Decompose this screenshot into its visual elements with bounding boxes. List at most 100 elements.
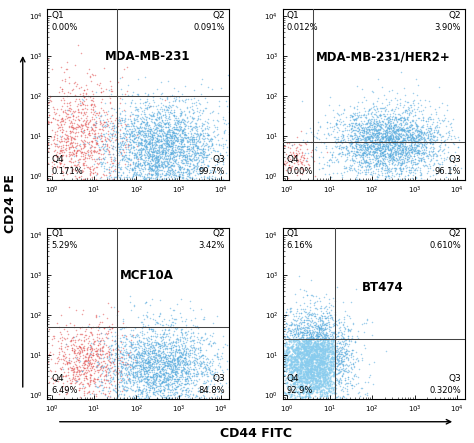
Point: [378, 137, 386, 144]
Point: [94, 366, 101, 373]
Point: [190, 369, 198, 376]
Point: [188, 132, 195, 140]
Point: [148, 170, 155, 177]
Point: [299, 324, 307, 331]
Point: [316, 314, 323, 321]
Point: [351, 152, 358, 159]
Point: [82, 118, 90, 125]
Point: [333, 352, 340, 359]
Point: [183, 360, 191, 367]
Point: [374, 152, 382, 159]
Point: [379, 133, 386, 140]
Point: [346, 127, 353, 134]
Point: [325, 310, 333, 317]
Point: [134, 340, 141, 347]
Point: [325, 162, 333, 169]
Point: [362, 146, 369, 153]
Point: [80, 155, 88, 163]
Point: [116, 354, 124, 361]
Point: [180, 396, 188, 403]
Point: [306, 348, 313, 355]
Point: [118, 382, 126, 389]
Point: [143, 120, 150, 128]
Point: [219, 197, 226, 204]
Point: [405, 167, 413, 174]
Point: [83, 358, 91, 365]
Point: [179, 159, 186, 167]
Point: [353, 145, 360, 152]
Point: [323, 315, 330, 322]
Point: [78, 310, 86, 317]
Point: [302, 351, 310, 358]
Point: [95, 325, 103, 332]
Point: [363, 146, 371, 153]
Point: [319, 343, 327, 350]
Point: [293, 338, 301, 346]
Point: [90, 160, 97, 167]
Point: [301, 343, 309, 350]
Point: [413, 127, 421, 134]
Point: [159, 135, 167, 142]
Point: [93, 358, 101, 365]
Point: [74, 182, 82, 189]
Point: [388, 136, 396, 143]
Point: [132, 361, 140, 369]
Point: [155, 161, 162, 168]
Point: [307, 333, 314, 340]
Point: [140, 106, 147, 113]
Point: [190, 136, 198, 144]
Point: [325, 375, 332, 382]
Point: [183, 146, 191, 153]
Text: 92.9%: 92.9%: [287, 386, 313, 395]
Point: [147, 373, 155, 381]
Point: [169, 368, 177, 375]
Point: [149, 346, 157, 354]
Point: [144, 360, 151, 367]
Point: [329, 330, 337, 337]
Point: [119, 385, 127, 392]
Point: [164, 96, 171, 103]
Point: [344, 391, 351, 398]
Point: [149, 135, 156, 142]
Point: [435, 130, 443, 137]
Point: [148, 356, 156, 363]
Point: [303, 352, 311, 359]
Point: [397, 176, 404, 183]
Point: [412, 174, 420, 181]
Point: [133, 219, 141, 226]
Point: [279, 346, 286, 353]
Point: [179, 180, 187, 187]
Point: [178, 174, 186, 181]
Point: [305, 326, 312, 334]
Point: [149, 365, 157, 373]
Point: [66, 158, 74, 165]
Point: [162, 148, 170, 155]
Point: [196, 353, 204, 360]
Point: [287, 391, 295, 398]
Point: [117, 117, 124, 124]
Point: [351, 123, 359, 130]
Point: [426, 128, 433, 135]
Point: [310, 330, 317, 338]
Point: [114, 123, 122, 130]
Point: [298, 161, 305, 168]
Point: [147, 136, 155, 143]
Point: [338, 337, 346, 344]
Point: [320, 160, 328, 167]
Point: [326, 344, 334, 351]
Point: [154, 159, 161, 167]
Point: [187, 160, 194, 167]
Point: [167, 418, 174, 425]
Point: [188, 147, 195, 154]
Point: [340, 358, 347, 365]
Point: [336, 150, 344, 157]
Point: [61, 118, 68, 125]
Point: [284, 374, 292, 381]
Point: [339, 330, 346, 337]
Point: [202, 360, 210, 367]
Point: [61, 360, 69, 367]
Point: [383, 124, 391, 131]
Point: [183, 144, 191, 151]
Point: [204, 144, 211, 151]
Point: [55, 354, 62, 361]
